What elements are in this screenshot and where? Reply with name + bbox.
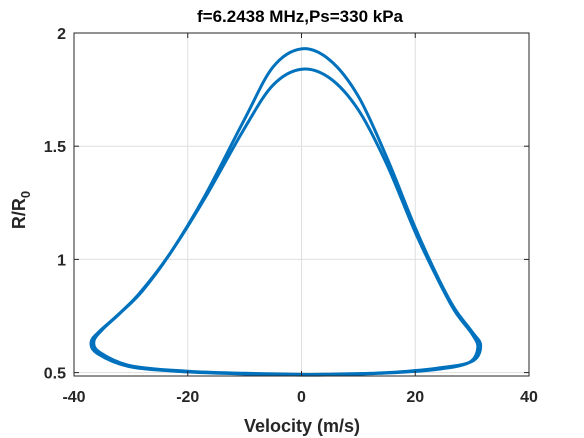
x-axis-title: Velocity (m/s)	[244, 416, 360, 436]
y-tick-label: 2	[57, 26, 66, 43]
plot-area: -40 -20 0 20 40 0.5 1 1.5 2	[44, 26, 538, 406]
y-axis-title-subscript: 0	[18, 191, 33, 198]
x-tick-label: 0	[297, 389, 306, 406]
y-tick-label: 1	[57, 252, 66, 269]
y-tick-label: 1.5	[44, 139, 66, 156]
x-tick-label: -40	[62, 389, 85, 406]
x-tick-label: 40	[520, 389, 538, 406]
y-axis-title-main: R/R	[9, 198, 29, 229]
x-tick-label: 20	[406, 389, 424, 406]
x-tick-label: -20	[176, 389, 199, 406]
tick-layer: -40 -20 0 20 40 0.5 1 1.5 2	[44, 26, 538, 406]
chart-title: f=6.2438 MHz,Ps=330 kPa	[197, 7, 404, 26]
y-tick-label: 0.5	[44, 366, 66, 383]
y-axis-title: R/R0	[9, 191, 33, 229]
